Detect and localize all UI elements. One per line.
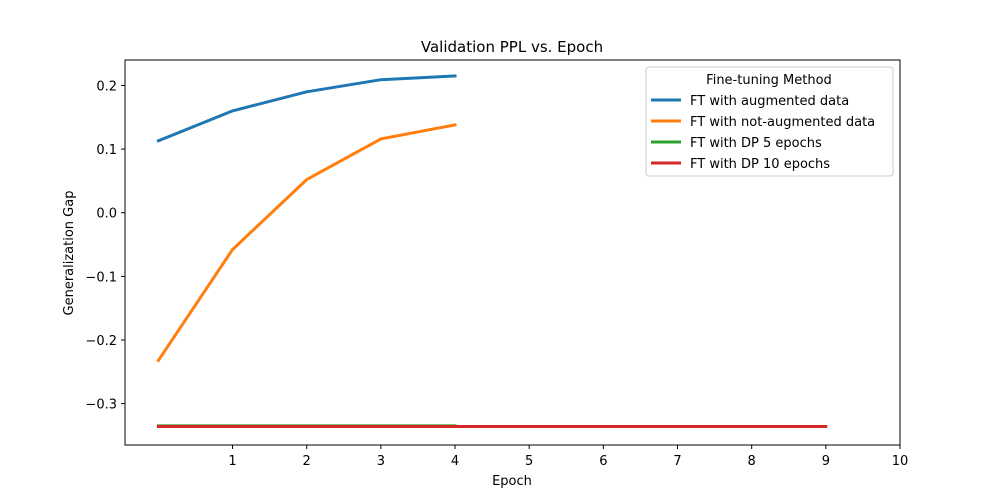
x-tick-label: 4 [451,454,459,469]
x-tick-label: 10 [892,454,909,469]
y-axis: 0.2 0.1 0.0 −0.1 −0.2 −0.3 [85,79,125,413]
series-line-1 [156,74,457,143]
x-tick-label: 5 [525,454,533,469]
y-axis-label: Generalization Gap [62,191,77,316]
y-tick-label: −0.2 [85,334,117,349]
y-tick-label: 0.0 [96,207,117,222]
x-tick-label: 7 [673,454,681,469]
x-tick-label: 3 [377,454,385,469]
legend-label: FT with not-augmented data [690,115,875,130]
legend-frame [645,66,894,177]
chart-title: Validation PPL vs. Epoch [421,38,603,56]
legend-title: Fine-tuning Method [706,73,832,88]
series-line-2 [156,123,457,363]
y-tick-label: 0.2 [96,79,117,94]
legend-label: FT with DP 5 epochs [690,136,822,151]
x-tick-label: 2 [303,454,311,469]
x-tick-label: 6 [599,454,607,469]
series-layer [156,74,828,428]
legend-label: FT with augmented data [690,94,849,109]
x-axis: 1 2 3 4 5 6 7 8 9 10 [228,445,908,469]
x-tick-label: 1 [228,454,236,469]
plot-frame [124,59,901,446]
plot-area [124,59,901,446]
legend-label: FT with DP 10 epochs [690,157,830,172]
y-tick-label: 0.1 [96,143,117,158]
x-tick-label: 8 [748,454,756,469]
y-tick-label: −0.3 [85,398,117,413]
x-axis-label: Epoch [492,474,532,489]
y-tick-label: −0.1 [85,270,117,285]
legend: Fine-tuning Method FT with augmented dat… [645,66,894,177]
x-tick-label: 9 [822,454,830,469]
legend-items: FT with augmented data FT with not-augmen… [651,94,875,172]
